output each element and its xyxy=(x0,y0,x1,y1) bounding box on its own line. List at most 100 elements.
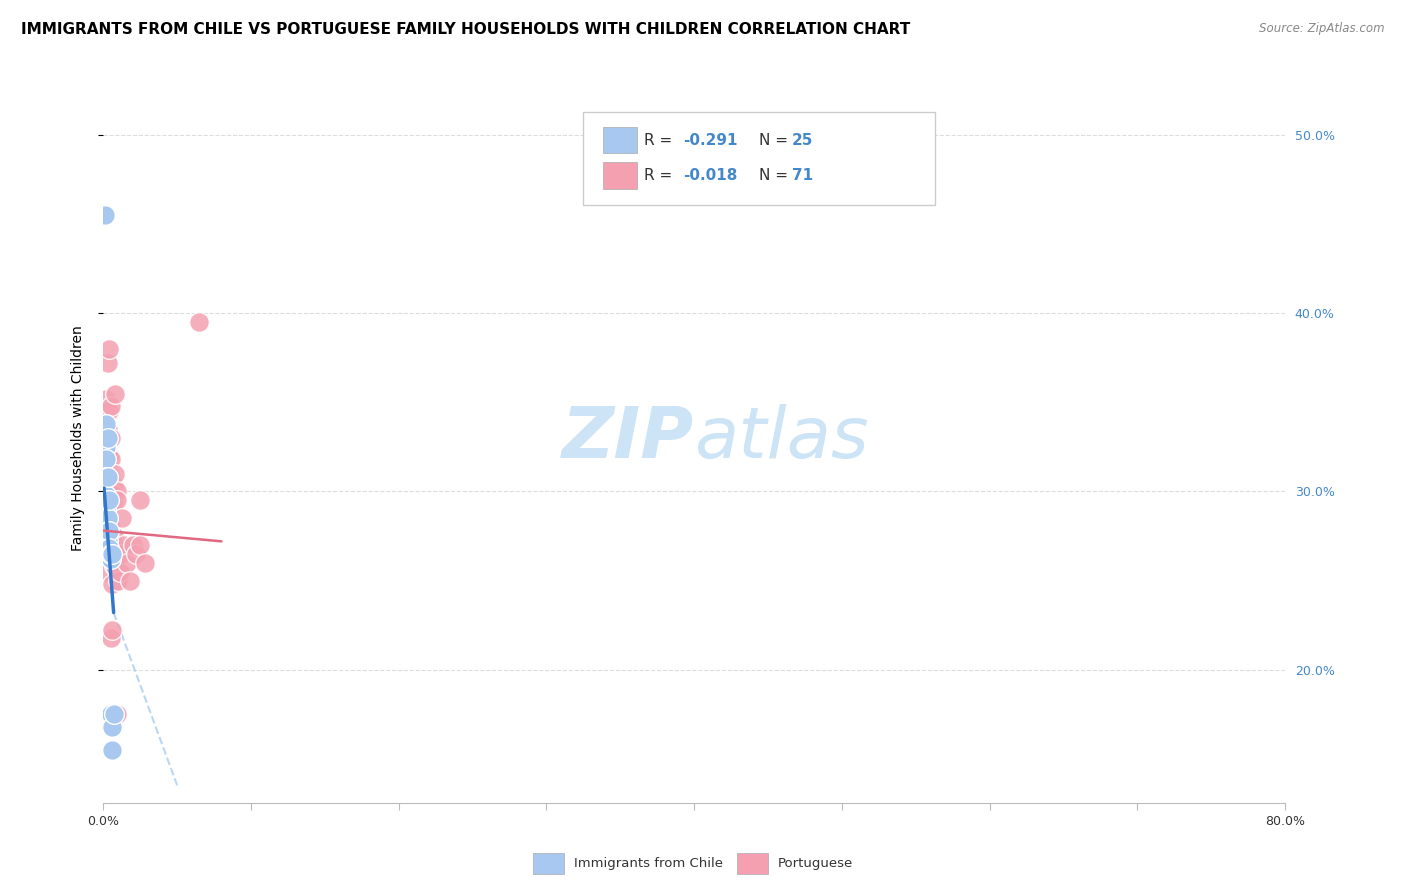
Point xyxy=(100,707,122,722)
Point xyxy=(101,547,124,561)
Text: IMMIGRANTS FROM CHILE VS PORTUGUESE FAMILY HOUSEHOLDS WITH CHILDREN CORRELATION : IMMIGRANTS FROM CHILE VS PORTUGUESE FAMI… xyxy=(21,22,910,37)
Point xyxy=(98,449,121,463)
Text: Source: ZipAtlas.com: Source: ZipAtlas.com xyxy=(1260,22,1385,36)
Point xyxy=(101,547,124,561)
Point xyxy=(96,502,118,516)
Point xyxy=(96,449,118,463)
Point xyxy=(97,488,120,502)
Point xyxy=(97,475,120,490)
Point xyxy=(121,538,143,552)
Point xyxy=(96,452,118,467)
Point xyxy=(101,742,124,756)
Point xyxy=(129,538,152,552)
Point xyxy=(97,493,120,508)
Point xyxy=(96,515,118,529)
Point xyxy=(94,506,117,520)
Point xyxy=(100,493,122,508)
Point xyxy=(104,386,127,401)
Point xyxy=(96,470,118,484)
Point xyxy=(97,534,120,549)
Point xyxy=(94,493,117,508)
Point xyxy=(101,577,124,591)
Text: ZIP: ZIP xyxy=(562,403,695,473)
Text: N =: N = xyxy=(759,169,793,183)
Point xyxy=(96,392,118,406)
Text: Immigrants from Chile: Immigrants from Chile xyxy=(574,857,723,870)
Point xyxy=(96,463,118,477)
Point xyxy=(100,431,122,445)
Point xyxy=(96,502,118,516)
Point xyxy=(97,511,120,525)
Point xyxy=(103,479,125,493)
Point xyxy=(103,707,125,722)
Point xyxy=(111,511,134,525)
Point xyxy=(110,547,132,561)
Point xyxy=(97,356,120,370)
Point xyxy=(97,470,120,484)
Point xyxy=(96,417,118,431)
Point xyxy=(103,488,125,502)
Point xyxy=(98,404,121,418)
Point xyxy=(97,422,120,436)
Text: 25: 25 xyxy=(792,133,813,147)
Point xyxy=(103,559,125,574)
Point xyxy=(125,547,148,561)
Point xyxy=(108,565,131,579)
Point xyxy=(107,574,129,588)
Point xyxy=(100,475,122,490)
Text: atlas: atlas xyxy=(695,403,869,473)
Point xyxy=(94,520,117,534)
Text: -0.018: -0.018 xyxy=(683,169,738,183)
Point xyxy=(96,488,118,502)
Point xyxy=(98,511,121,525)
Text: -0.291: -0.291 xyxy=(683,133,738,147)
Point xyxy=(96,524,118,538)
Point xyxy=(100,520,122,534)
Point xyxy=(97,431,120,445)
Point xyxy=(97,506,120,520)
Point xyxy=(104,538,127,552)
Point xyxy=(100,452,122,467)
Text: R =: R = xyxy=(644,169,678,183)
Point xyxy=(97,547,120,561)
Point xyxy=(98,565,121,579)
Point xyxy=(100,552,122,566)
Point xyxy=(96,417,118,431)
Point xyxy=(97,524,120,538)
Point xyxy=(97,547,120,561)
Point xyxy=(101,488,124,502)
Text: R =: R = xyxy=(644,133,678,147)
Point xyxy=(115,556,138,570)
Point xyxy=(101,624,124,638)
Point xyxy=(98,342,121,356)
Point xyxy=(112,538,135,552)
Point xyxy=(98,547,121,561)
Point xyxy=(94,209,117,223)
Point xyxy=(134,556,156,570)
Point xyxy=(101,547,124,561)
Point xyxy=(98,467,121,481)
Text: 71: 71 xyxy=(792,169,813,183)
Point xyxy=(100,631,122,645)
Point xyxy=(98,493,121,508)
Point xyxy=(103,529,125,543)
Point xyxy=(101,475,124,490)
Y-axis label: Family Households with Children: Family Households with Children xyxy=(72,326,86,551)
Point xyxy=(96,440,118,454)
Point xyxy=(100,547,122,561)
Point xyxy=(97,452,120,467)
Point xyxy=(103,547,125,561)
Point xyxy=(98,524,121,538)
Point xyxy=(105,493,128,508)
Point xyxy=(98,524,121,538)
Point xyxy=(94,481,117,495)
Point xyxy=(103,493,125,508)
Point xyxy=(188,315,211,329)
Point xyxy=(105,707,128,722)
Point xyxy=(104,467,127,481)
Point xyxy=(96,488,118,502)
Point xyxy=(101,720,124,734)
Point xyxy=(104,559,127,574)
Point xyxy=(105,484,128,499)
Point xyxy=(100,399,122,413)
